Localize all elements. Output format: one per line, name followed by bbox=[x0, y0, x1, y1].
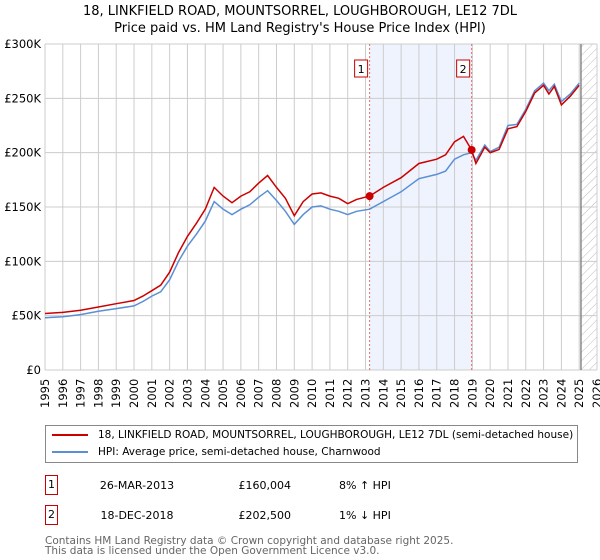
sale-point bbox=[365, 192, 374, 201]
x-tick-label: 2018 bbox=[448, 379, 462, 408]
legend-label: 18, LINKFIELD ROAD, MOUNTSORREL, LOUGHBO… bbox=[98, 429, 574, 441]
sale-hpi: 1% ↓ HPI bbox=[339, 508, 391, 522]
title-line: 18, LINKFIELD ROAD, MOUNTSORREL, LOUGHBO… bbox=[83, 4, 517, 19]
x-tick-label: 2006 bbox=[234, 379, 248, 408]
legend-swatch-red bbox=[52, 434, 88, 436]
y-tick-label: £250K bbox=[4, 91, 41, 105]
y-tick-label: £50K bbox=[12, 309, 42, 323]
x-tick-label: 2020 bbox=[483, 379, 497, 408]
property-line bbox=[44, 84, 580, 315]
footer-line: Contains HM Land Registry data © Crown c… bbox=[45, 535, 454, 547]
x-tick-label: 2005 bbox=[216, 379, 230, 408]
legend-label: HPI: Average price, semi-detached house,… bbox=[98, 446, 381, 458]
sale-badge: 2 bbox=[45, 505, 58, 525]
x-tick-label: 1995 bbox=[38, 379, 52, 408]
sale-hpi: 8% ↑ HPI bbox=[339, 478, 391, 492]
x-tick-label: 2002 bbox=[163, 379, 177, 408]
sale-label-box bbox=[354, 59, 369, 78]
x-tick-label: 2023 bbox=[537, 379, 551, 408]
legend-swatch-blue bbox=[52, 451, 88, 453]
chart-title: 18, LINKFIELD ROAD, MOUNTSORREL, LOUGHBO… bbox=[0, 3, 600, 37]
sale-badge: 1 bbox=[45, 475, 58, 495]
legend: 18, LINKFIELD ROAD, MOUNTSORREL, LOUGHBO… bbox=[45, 425, 578, 463]
x-tick-label: 2011 bbox=[323, 379, 337, 408]
x-tick-label: 2017 bbox=[430, 379, 444, 408]
x-tick-label: 1998 bbox=[91, 379, 105, 408]
sale-row: 2 18-DEC-2018 £202,500 1% ↓ HPI bbox=[45, 505, 391, 525]
x-tick-label: 2014 bbox=[376, 379, 390, 408]
x-tick-label: 2026 bbox=[590, 379, 600, 408]
x-tick-label: 2012 bbox=[341, 379, 355, 408]
y-tick-label: £300K bbox=[4, 37, 41, 51]
x-tick-label: 2003 bbox=[180, 379, 194, 408]
legend-item-hpi: HPI: Average price, semi-detached house,… bbox=[52, 446, 381, 458]
x-tick-label: 2013 bbox=[359, 379, 373, 408]
sale-point bbox=[467, 145, 476, 154]
x-tick-label: 2009 bbox=[287, 379, 301, 408]
x-tick-label: 2015 bbox=[394, 379, 408, 408]
y-tick-label: £200K bbox=[4, 146, 41, 160]
price-chart: 1995 1996 1997 1998 1999 2000 2001 2002 2003 2004… bbox=[4, 37, 600, 408]
x-tick-label: 2007 bbox=[252, 379, 266, 408]
x-tick-label: 1996 bbox=[56, 379, 70, 408]
x-tick-label: 2000 bbox=[127, 379, 141, 408]
sale-price: £202,500 bbox=[238, 508, 292, 522]
x-tick-label: 2001 bbox=[145, 379, 159, 408]
legend-item-property: 18, LINKFIELD ROAD, MOUNTSORREL, LOUGHBO… bbox=[52, 429, 573, 441]
x-tick-label: 2008 bbox=[269, 379, 283, 408]
y-tick-label: £0 bbox=[26, 363, 41, 377]
sale-label: 1 bbox=[358, 63, 365, 76]
subtitle-line: Price paid vs. HM Land Registry's House … bbox=[114, 21, 486, 36]
x-tick-label: 1999 bbox=[109, 379, 123, 408]
footer: Contains HM Land Registry data © Crown c… bbox=[45, 535, 454, 557]
hpi-line bbox=[44, 81, 580, 319]
x-tick-label: 2019 bbox=[465, 379, 479, 408]
y-tick-label: £150K bbox=[4, 200, 41, 214]
x-tick-label: 2024 bbox=[554, 379, 568, 408]
x-tick-label: 2016 bbox=[412, 379, 426, 408]
sale-price: £160,004 bbox=[238, 478, 292, 492]
y-tick-label: £100K bbox=[4, 254, 41, 268]
x-tick-label: 2010 bbox=[305, 379, 319, 408]
sale-label: 2 bbox=[460, 63, 467, 76]
x-tick-label: 2004 bbox=[198, 379, 212, 408]
sale-date: 26-MAR-2013 bbox=[99, 478, 175, 492]
sale-label-box bbox=[456, 59, 471, 78]
x-tick-label: 2021 bbox=[501, 379, 515, 408]
x-tick-label: 2025 bbox=[572, 379, 586, 408]
footer-line: This data is licensed under the Open Gov… bbox=[45, 545, 380, 557]
sale-row: 1 26-MAR-2013 £160,004 8% ↑ HPI bbox=[45, 475, 391, 495]
x-tick-label: 1997 bbox=[74, 379, 88, 408]
x-tick-label: 2022 bbox=[519, 379, 533, 408]
sale-date: 18-DEC-2018 bbox=[100, 508, 174, 522]
